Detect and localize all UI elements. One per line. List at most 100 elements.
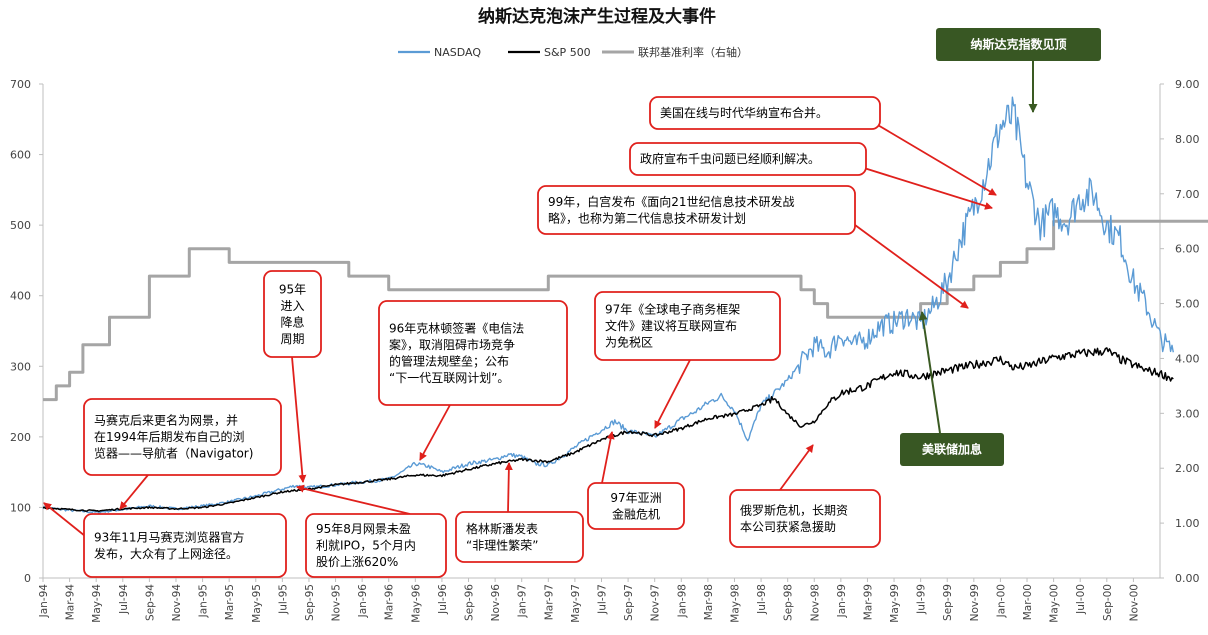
y-right-tick-label: 0.00 <box>1175 572 1200 585</box>
x-tick-label: Jul-99 <box>916 584 928 615</box>
x-tick-label: Jul-94 <box>118 584 130 615</box>
legend-label: 联邦基准利率（右轴） <box>638 45 748 59</box>
annotation-box <box>83 513 287 578</box>
y-right-tick-label: 7.00 <box>1175 188 1200 201</box>
annotation-text: 美国在线与时代华纳宣布合并。 <box>660 105 828 120</box>
y-right-tick-label: 5.00 <box>1175 298 1200 311</box>
x-tick-label: Mar-00 <box>1022 584 1034 620</box>
x-tick-label: Sep-99 <box>942 584 954 621</box>
x-tick-label: May-96 <box>410 584 422 623</box>
annotation-6: 马赛克后来更名为网景，并在1994年后期发布自己的浏览器——导航者（Naviga… <box>83 398 282 510</box>
x-tick-label: Nov-99 <box>969 584 981 621</box>
x-tick-label: Sep-00 <box>1102 584 1114 621</box>
annotation-text: 为免税区 <box>605 335 653 350</box>
annotation-text: 览器——导航者（Navigator) <box>94 446 253 461</box>
annotation-text: 文件》建议将互联网宣布 <box>605 318 737 333</box>
x-tick-label: May-94 <box>91 584 103 623</box>
annotation-box <box>537 185 856 235</box>
x-tick-label: Mar-94 <box>65 584 77 621</box>
annotation-box <box>263 270 322 358</box>
annotation-12: 纳斯达克指数见顶 <box>936 28 1101 113</box>
x-tick-label: Jan-00 <box>995 584 1007 618</box>
x-tick-label: Jul-95 <box>277 584 289 615</box>
x-tick-label: Mar-97 <box>543 584 555 620</box>
y-left-tick-label: 200 <box>10 431 31 444</box>
series-line-2 <box>43 219 1208 402</box>
y-left-tick-label: 600 <box>10 149 31 162</box>
annotation-text: 纳斯达克指数见顶 <box>970 37 1066 52</box>
annotation-text: 97年《全球电子商务框架 <box>605 302 740 317</box>
annotation-arrow <box>601 431 615 484</box>
annotation-box <box>649 96 881 130</box>
annotation-text: 金融危机 <box>612 506 660 521</box>
x-tick-label: May-97 <box>570 584 582 623</box>
legend-item-0: NASDAQ <box>398 46 481 59</box>
annotation-arrow <box>296 484 411 515</box>
legend: NASDAQ S&P 500 联邦基准利率（右轴） <box>398 45 748 59</box>
annotation-arrow <box>504 462 513 513</box>
y-right-tick-label: 1.00 <box>1175 517 1200 530</box>
annotation-box-green <box>936 28 1101 61</box>
annotation-text: 美联储加息 <box>922 442 982 457</box>
legend-item-1: S&P 500 <box>508 46 591 59</box>
x-tick-label: Sep-98 <box>783 584 795 621</box>
annotation-text: 在1994年后期发布自己的浏 <box>94 429 245 444</box>
x-tick-label: Nov-98 <box>809 584 821 621</box>
x-tick-label: Mar-96 <box>384 584 396 621</box>
y-left-tick-label: 700 <box>10 78 31 91</box>
annotation-box <box>378 300 568 406</box>
annotation-arrow <box>863 167 993 210</box>
y-right-tick-label: 8.00 <box>1175 133 1200 146</box>
chart-title: 纳斯达克泡沫产生过程及大事件 <box>478 6 716 27</box>
y-left-tick-label: 400 <box>10 290 31 303</box>
annotation-box <box>594 291 781 361</box>
x-tick-label: Mar-99 <box>862 584 874 620</box>
annotation-text: 降息 <box>280 314 304 329</box>
x-tick-label: Nov-00 <box>1128 584 1140 621</box>
annotation-text: 案》，取消阻碍市场竞争 <box>389 337 515 352</box>
x-tick-label: Nov-94 <box>171 584 183 622</box>
legend-label: S&P 500 <box>544 46 591 59</box>
annotation-text: “非理性繁荣” <box>466 537 538 552</box>
annotation-text: 96年克林顿签署《电信法 <box>389 320 524 335</box>
annotation-box <box>305 513 447 578</box>
y-left-tick-label: 500 <box>10 219 31 232</box>
annotation-text: 本公司获紧急援助 <box>740 519 836 534</box>
annotation-arrow <box>865 117 997 196</box>
x-tick-label: Mar-98 <box>703 584 715 620</box>
annotation-text: 股价上涨620% <box>316 554 398 569</box>
annotation-arrow <box>119 474 149 510</box>
y-left-tick-label: 0 <box>24 572 31 585</box>
y-left-tick-label: 100 <box>10 501 31 514</box>
x-tick-label: Jul-96 <box>437 584 449 615</box>
x-tick-label: Nov-95 <box>331 584 343 621</box>
x-tick-label: Jul-98 <box>756 584 768 615</box>
annotation-text: 的管理法规壁垒；公布 <box>389 353 509 368</box>
y-right-tick-label: 6.00 <box>1175 243 1200 256</box>
y-right-tick-label: 3.00 <box>1175 407 1200 420</box>
annotation-text: 97年亚洲 <box>610 491 661 505</box>
annotation-arrow <box>419 404 451 461</box>
x-tick-label: Sep-94 <box>144 584 156 621</box>
x-tick-label: Jan-96 <box>357 584 369 619</box>
x-tick-label: Sep-97 <box>623 584 635 621</box>
x-tick-label: Jan-99 <box>836 584 848 618</box>
annotation-text: 进入 <box>280 299 304 313</box>
annotation-text: 马赛克后来更名为网景，并 <box>94 413 238 428</box>
annotations: 美国在线与时代华纳宣布合并。政府宣布千虫问题已经顺利解决。 99年，白宫发布《面向… <box>43 28 1101 578</box>
annotation-1: 政府宣布千虫问题已经顺利解决。 <box>629 142 993 210</box>
annotation-0: 美国在线与时代华纳宣布合并。 <box>649 96 997 196</box>
x-tick-label: May-00 <box>1049 584 1061 623</box>
legend-item-2: 联邦基准利率（右轴） <box>602 45 748 59</box>
annotation-arrow <box>291 356 307 483</box>
annotation-text: 略》，也称为第二代信息技术研发计划 <box>548 210 746 225</box>
x-tick-label: Nov-97 <box>650 584 662 621</box>
annotation-text: 93年11月马赛克浏览器官方 <box>94 529 245 544</box>
annotation-text: 99年，白宫发布《面向21世纪信息技术研发战 <box>548 194 795 209</box>
